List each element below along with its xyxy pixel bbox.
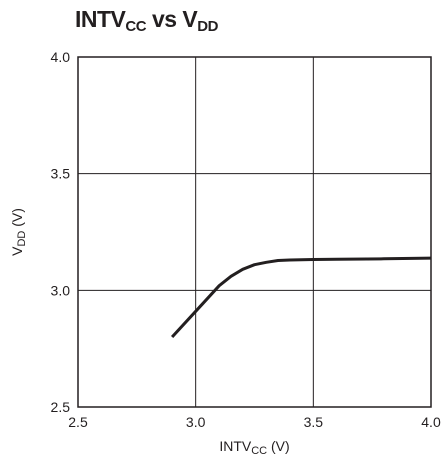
title-mid: vs V	[146, 6, 198, 32]
grid	[78, 57, 431, 407]
y-tick-label: 3.5	[51, 166, 71, 182]
y-tick-label: 2.5	[51, 399, 71, 415]
title-main: INTV	[75, 6, 126, 32]
x-axis-label-unit: (V)	[267, 438, 290, 454]
y-axis-label-subscript: DD	[16, 231, 28, 247]
series-line-0	[170, 256, 432, 339]
series-group	[170, 256, 432, 339]
title-end-subscript: DD	[197, 18, 218, 35]
x-tick-label: 3.0	[186, 414, 206, 430]
y-axis-label-main: V	[9, 246, 25, 256]
y-tick-label: 3.0	[51, 282, 71, 298]
x-axis-label: INTVCC (V)	[219, 438, 289, 457]
plot-frame	[77, 56, 432, 408]
x-tick-label: 2.5	[68, 414, 88, 430]
x-tick-label: 3.5	[304, 414, 324, 430]
x-axis-label-subscript: CC	[251, 445, 267, 457]
y-axis-label: VDD (V)	[9, 208, 28, 256]
x-axis-ticks: 2.5 3.0 3.5 4.0	[68, 414, 441, 430]
x-axis-label-main: INTV	[219, 438, 252, 454]
y-axis-ticks: 2.5 3.0 3.5 4.0	[51, 49, 71, 415]
y-tick-label: 4.0	[51, 49, 71, 65]
x-tick-label: 4.0	[421, 414, 441, 430]
chart-title: INTVCC vs VDD	[75, 6, 218, 35]
y-axis-label-unit: (V)	[9, 208, 25, 231]
title-main-subscript: CC	[125, 18, 147, 35]
